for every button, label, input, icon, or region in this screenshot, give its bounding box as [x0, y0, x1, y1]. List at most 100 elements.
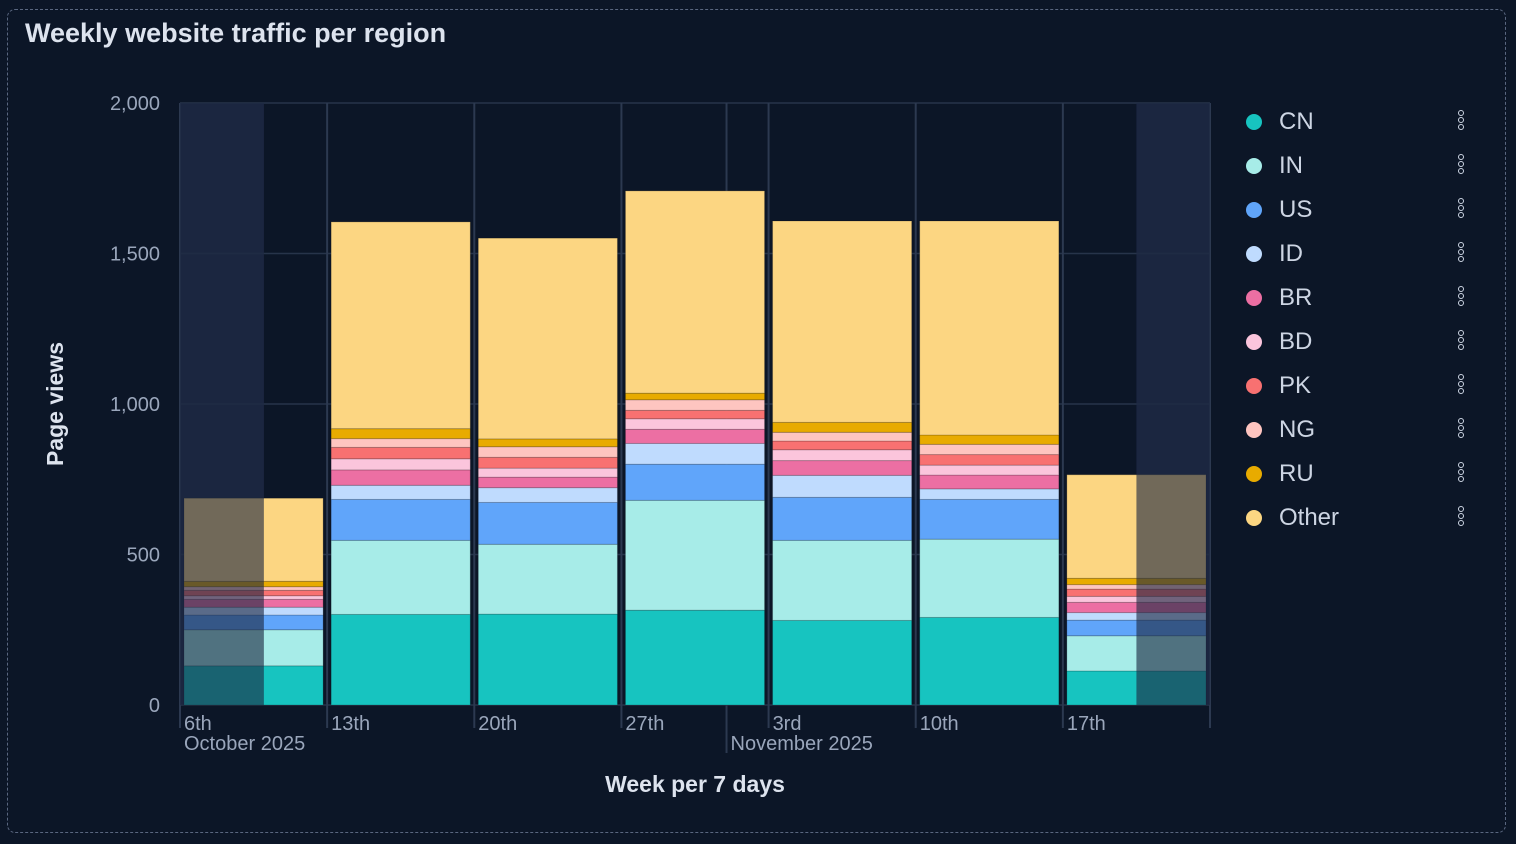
bar-segment-in	[477, 543, 618, 615]
x-tick-label: 6th	[184, 713, 212, 735]
bar-segment-in	[330, 539, 471, 615]
bar-segment-id	[772, 474, 913, 498]
legend-label: CN	[1279, 108, 1314, 135]
bar-segment-cn	[624, 609, 766, 706]
bar-segment-br	[772, 460, 913, 476]
bar-segment-bd	[919, 464, 1060, 476]
bar-segment-us	[477, 501, 618, 545]
bar-segment-other	[772, 220, 913, 423]
kebab-vertical-icon[interactable]	[1456, 461, 1466, 487]
x-tick-label: 17th	[1067, 713, 1106, 735]
legend-color-dot	[1246, 466, 1262, 482]
legend-item-ng[interactable]: NG	[1240, 408, 1480, 452]
bar-segment-bd	[624, 418, 766, 430]
x-tick-label: 3rd	[773, 713, 802, 735]
bar-segment-ru	[477, 438, 618, 448]
legend-label: IN	[1279, 152, 1303, 179]
legend-color-dot	[1246, 246, 1262, 262]
x-tick-label: 13th	[331, 713, 370, 735]
y-tick-label: 500	[127, 545, 160, 567]
legend-item-other[interactable]: Other	[1240, 496, 1480, 540]
month-label: November 2025	[731, 733, 873, 755]
bar-segment-cn	[919, 616, 1060, 706]
legend-label: BR	[1279, 284, 1313, 311]
legend-item-cn[interactable]: CN	[1240, 100, 1480, 144]
bar-segment-pk	[772, 440, 913, 451]
y-tick-label: 2,000	[110, 93, 160, 115]
y-axis-title: Page views	[42, 342, 68, 466]
partial-period-overlay	[180, 103, 264, 705]
y-tick-label: 1,000	[110, 394, 160, 416]
bar-segment-other	[624, 190, 766, 394]
legend-item-id[interactable]: ID	[1240, 232, 1480, 276]
bar-segment-us	[330, 498, 471, 541]
bar-segment-bd	[330, 458, 471, 471]
legend-label: Other	[1279, 504, 1340, 531]
bar-segment-ru	[919, 434, 1060, 445]
y-tick-label: 1,500	[110, 244, 160, 266]
bar-segment-cn	[330, 613, 471, 706]
kebab-vertical-icon[interactable]	[1456, 285, 1466, 311]
legend-color-dot	[1246, 202, 1262, 218]
bar-segment-us	[919, 498, 1060, 540]
legend-item-bd[interactable]: BD	[1240, 320, 1480, 364]
bar-segment-in	[624, 499, 766, 611]
bar-segment-ng	[919, 443, 1060, 456]
bar-segment-ng	[477, 446, 618, 458]
bar-segment-ng	[624, 399, 766, 411]
bar-segment-ru	[330, 428, 471, 440]
y-tick-label: 0	[149, 695, 160, 717]
legend-item-us[interactable]: US	[1240, 188, 1480, 232]
bar-segment-us	[772, 496, 913, 541]
bar-segment-id	[919, 488, 1060, 500]
bar-segment-in	[772, 539, 913, 621]
bar-segment-other	[330, 221, 471, 430]
legend-label: RU	[1279, 460, 1314, 487]
bar-segment-ru	[624, 392, 766, 401]
legend-item-in[interactable]: IN	[1240, 144, 1480, 188]
kebab-vertical-icon[interactable]	[1456, 153, 1466, 179]
bar-segment-id	[477, 487, 618, 503]
bar-segment-bd	[477, 467, 618, 478]
x-axis-title: Week per 7 days	[605, 771, 785, 797]
legend-item-pk[interactable]: PK	[1240, 364, 1480, 408]
kebab-vertical-icon[interactable]	[1456, 373, 1466, 399]
legend-label: BD	[1279, 328, 1313, 355]
legend-label: US	[1279, 196, 1313, 223]
bar-segment-in	[919, 538, 1060, 618]
legend-label: ID	[1279, 240, 1303, 267]
legend-label: PK	[1279, 372, 1312, 399]
legend-color-dot	[1246, 334, 1262, 350]
month-label: October 2025	[184, 733, 305, 755]
bar-segment-ru	[772, 421, 913, 433]
bar-segment-pk	[477, 456, 618, 469]
legend-color-dot	[1246, 510, 1262, 526]
bar-segment-ng	[330, 438, 471, 448]
kebab-vertical-icon[interactable]	[1456, 109, 1466, 135]
partial-period-overlay	[1136, 103, 1210, 705]
kebab-vertical-icon[interactable]	[1456, 329, 1466, 355]
bar-segment-ng	[772, 431, 913, 442]
bar-segment-us	[624, 463, 766, 501]
kebab-vertical-icon[interactable]	[1456, 417, 1466, 443]
legend-color-dot	[1246, 290, 1262, 306]
legend-label: NG	[1279, 416, 1315, 443]
kebab-vertical-icon[interactable]	[1456, 505, 1466, 531]
bar-segment-bd	[772, 449, 913, 462]
bar-segment-other	[919, 220, 1060, 436]
bar-segment-br	[624, 428, 766, 444]
kebab-vertical-icon[interactable]	[1456, 197, 1466, 223]
kebab-vertical-icon[interactable]	[1456, 241, 1466, 267]
chart-title: Weekly website traffic per region	[25, 18, 447, 48]
legend-item-br[interactable]: BR	[1240, 276, 1480, 320]
bar-segment-cn	[772, 619, 913, 706]
bar-segment-pk	[919, 454, 1060, 466]
bar-segment-br	[477, 476, 618, 489]
x-tick-label: 27th	[625, 713, 664, 735]
bar-segment-pk	[624, 409, 766, 420]
legend-color-dot	[1246, 422, 1262, 438]
bar-segment-cn	[477, 613, 618, 706]
x-tick-label: 20th	[478, 713, 517, 735]
legend-item-ru[interactable]: RU	[1240, 452, 1480, 496]
bar-segment-pk	[330, 446, 471, 460]
